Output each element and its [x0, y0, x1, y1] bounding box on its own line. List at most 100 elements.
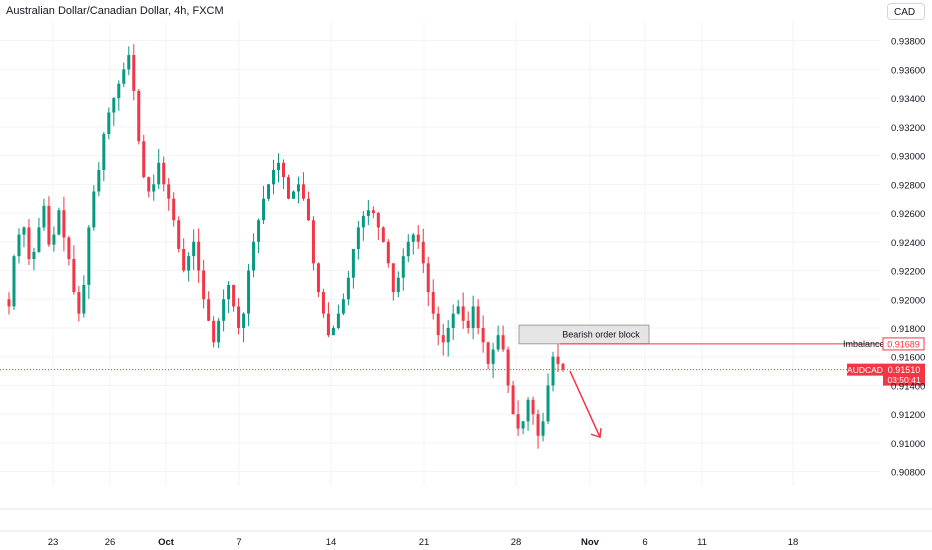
y-tick-label: 0.92600 [891, 209, 925, 220]
candle-body [526, 399, 530, 422]
candle-body [451, 313, 455, 328]
candle-body [421, 241, 425, 264]
x-tick-label: 26 [105, 537, 116, 548]
candle-body [197, 241, 201, 271]
candle-body [57, 210, 61, 235]
candle-body [326, 313, 330, 336]
candle-body [486, 342, 490, 364]
candle-body [27, 227, 31, 260]
imbalance-label: Imbalance [843, 339, 885, 349]
candle-body [411, 234, 415, 242]
candle-body [316, 263, 320, 293]
candle-body [286, 177, 290, 199]
candle-body [192, 241, 196, 257]
candle-body [42, 205, 46, 228]
candle-body [162, 162, 166, 185]
candle-body [262, 198, 266, 221]
candle-body [551, 356, 555, 386]
candle-body [277, 162, 281, 170]
candle-body [237, 306, 241, 328]
y-tick-label: 0.93600 [891, 65, 925, 76]
candle-body [481, 327, 485, 343]
candle-body [272, 169, 276, 185]
candle-body [401, 256, 405, 278]
symbol-tag-label: AUDCAD [847, 365, 883, 375]
currency-button[interactable]: CAD [887, 3, 925, 20]
x-tick-label: 7 [236, 537, 241, 548]
candle-body [32, 251, 36, 260]
imbalance-price-tag [882, 337, 925, 351]
current-price-label: 0.91510 [888, 365, 921, 375]
candle-body [336, 313, 340, 328]
candle-body [361, 215, 365, 228]
candle-body [67, 237, 71, 260]
candle-body [227, 284, 231, 300]
price-axis[interactable]: 0.93800 0.93600 0.93400 0.93200 0.93000 0.928… [891, 37, 925, 479]
countdown-label: 03:50:41 [887, 375, 920, 385]
x-tick-label: 6 [642, 537, 647, 548]
candles [7, 44, 565, 449]
candle-body [466, 320, 470, 328]
order-block-label: Bearish order block [562, 329, 640, 339]
candle-body [132, 55, 136, 91]
symbol-tag [847, 363, 883, 376]
candle-body [446, 327, 450, 343]
candle-body [247, 270, 251, 314]
candle-body [137, 90, 141, 142]
y-tick-label: 0.92000 [891, 295, 925, 306]
y-tick-label: 0.93000 [891, 152, 925, 163]
candle-body [501, 335, 505, 350]
y-tick-label: 0.91800 [891, 324, 925, 335]
candle-body [47, 205, 51, 245]
candle-body [491, 349, 495, 364]
y-tick-label: 0.92400 [891, 238, 925, 249]
candle-body [546, 385, 550, 422]
candle-body [127, 55, 131, 70]
candle-body [311, 220, 315, 264]
x-tick-label: 21 [419, 537, 430, 548]
candle-body [107, 112, 111, 135]
candle-body [282, 162, 285, 178]
candle-body [252, 241, 256, 271]
candle-body [117, 83, 121, 99]
candle-body [207, 299, 211, 321]
y-tick-label: 0.93200 [891, 123, 925, 134]
y-tick-label: 0.93800 [891, 37, 925, 48]
candle-body [306, 198, 310, 221]
candle-body [217, 320, 221, 343]
candle-body [172, 198, 176, 221]
candle-body [102, 134, 106, 170]
candle-body [381, 227, 385, 242]
candle-body [267, 184, 271, 199]
candle-body [441, 335, 445, 343]
projection-arrow [569, 370, 601, 438]
candle-body [521, 421, 525, 429]
candle-body [12, 256, 16, 307]
candle-body [62, 210, 66, 238]
candle-body [476, 306, 480, 328]
x-tick-label: 18 [788, 537, 799, 548]
candle-body [177, 220, 181, 249]
candle-body [301, 184, 305, 199]
time-axis[interactable]: 23 26 Oct 7 14 21 28 Nov 6 11 18 [48, 537, 799, 548]
candle-body [331, 327, 335, 336]
candle-body [202, 270, 206, 300]
y-tick-label: 0.90800 [891, 468, 925, 479]
x-tick-label: 28 [511, 537, 522, 548]
candle-body [511, 385, 515, 415]
candle-body [142, 141, 146, 178]
candle-body [516, 414, 520, 429]
overlays: Bearish order block Imbalance 0.91689 AUDCA… [0, 324, 925, 439]
x-tick-label: Nov [581, 537, 600, 548]
candle-body [356, 227, 360, 249]
candle-body [396, 277, 400, 293]
y-tick-label: 0.93400 [891, 94, 925, 105]
candle-body [242, 313, 246, 328]
x-tick-label: 14 [326, 537, 337, 548]
candle-body [147, 177, 151, 192]
grid [0, 22, 932, 532]
candle-body [22, 227, 26, 235]
candle-body [17, 234, 21, 257]
y-tick-label: 0.91600 [891, 353, 925, 364]
